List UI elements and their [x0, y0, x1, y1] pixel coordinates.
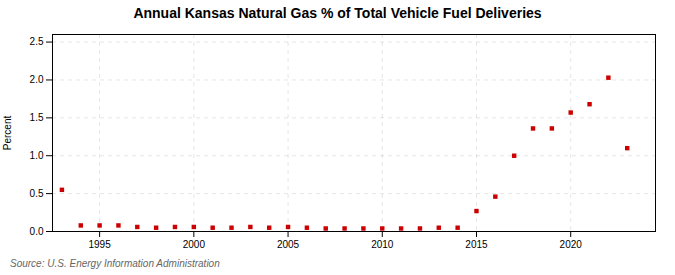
html-text:Source: U.S. Energy Informatio: Source: U.S. Energy Information Administ…	[10, 258, 220, 269]
svg-text:2.0: 2.0	[30, 74, 44, 85]
svg-text:2.5: 2.5	[30, 36, 44, 47]
svg-text:0.0: 0.0	[30, 226, 44, 237]
svg-text:1.0: 1.0	[30, 150, 44, 161]
svg-text:2005: 2005	[277, 239, 300, 250]
html-text:Annual Kansas Natural Gas % of: Annual Kansas Natural Gas % of Total Veh…	[133, 5, 542, 21]
svg-text:Percent: Percent	[2, 116, 13, 151]
svg-text:2020: 2020	[560, 239, 583, 250]
svg-text:2000: 2000	[183, 239, 206, 250]
svg-text:1995: 1995	[88, 239, 111, 250]
svg-text:1.5: 1.5	[30, 112, 44, 123]
svg-text:2010: 2010	[371, 239, 394, 250]
svg-text:0.5: 0.5	[30, 188, 44, 199]
svg-text:2015: 2015	[465, 239, 488, 250]
